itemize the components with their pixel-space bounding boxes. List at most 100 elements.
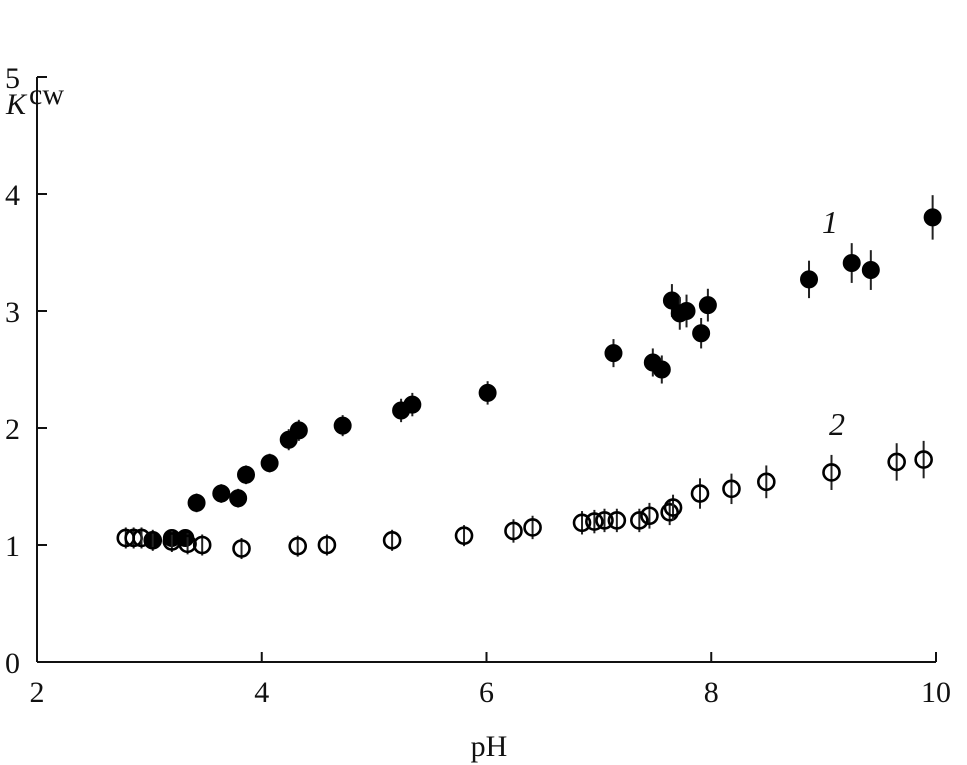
data-point xyxy=(800,270,819,289)
series-2-point xyxy=(143,529,163,551)
series-2-point xyxy=(572,511,592,535)
data-point xyxy=(595,511,614,530)
data-point xyxy=(382,531,402,550)
data-point xyxy=(229,489,248,508)
series-2-point xyxy=(630,508,649,533)
series-2-label: 2 xyxy=(829,406,845,442)
series-1-point xyxy=(403,392,422,417)
y-axis-label-superscript: cw xyxy=(29,78,64,111)
x-tick-label: 4 xyxy=(254,676,269,709)
series-2-point xyxy=(822,454,841,491)
series-2-point xyxy=(382,529,402,551)
series-2-point xyxy=(660,499,679,526)
series-2-point xyxy=(607,508,627,533)
x-axis-label: pH xyxy=(471,730,508,763)
data-point xyxy=(722,479,741,499)
series-1-point xyxy=(260,453,279,473)
data-point xyxy=(677,302,696,320)
data-point xyxy=(132,528,151,548)
series-2-point xyxy=(585,509,604,534)
data-point xyxy=(403,395,422,414)
series-1-point xyxy=(842,243,861,283)
data-point xyxy=(143,531,163,550)
series-1-point xyxy=(652,355,671,384)
data-point xyxy=(317,535,337,555)
data-point xyxy=(914,450,933,469)
x-tick-label: 10 xyxy=(921,676,951,709)
x-tick-label: 2 xyxy=(30,676,45,709)
series-2-point xyxy=(914,440,933,479)
series-1-point xyxy=(237,465,256,485)
series-2-point xyxy=(757,465,776,499)
series-2-point xyxy=(192,534,212,556)
data-point xyxy=(572,513,592,533)
series-1-point xyxy=(289,419,308,441)
data-point xyxy=(478,383,497,402)
y-tick-label: 1 xyxy=(5,530,20,563)
y-axis-label: K xyxy=(5,88,28,121)
y-tick-label: 5 xyxy=(5,62,20,95)
series-2-point xyxy=(232,537,251,560)
series-1-point xyxy=(212,484,231,503)
series-2-point xyxy=(132,527,151,549)
data-point xyxy=(692,324,711,343)
series-2-point xyxy=(454,525,474,547)
series-1-point xyxy=(333,415,352,437)
y-tick-label: 4 xyxy=(5,179,20,212)
y-tick-label: 2 xyxy=(5,413,20,446)
x-tick-label: 8 xyxy=(704,676,719,709)
data-point xyxy=(842,254,861,273)
series-1-point xyxy=(677,294,696,328)
data-point xyxy=(260,454,279,473)
data-point xyxy=(187,493,206,512)
series-2-point xyxy=(504,519,523,543)
data-point xyxy=(333,416,352,435)
data-point xyxy=(523,518,542,537)
data-point xyxy=(690,484,710,503)
series-1-point xyxy=(229,488,248,508)
series-1-point xyxy=(923,195,942,240)
data-point xyxy=(822,463,841,482)
data-point xyxy=(288,536,308,556)
series-1-label: 1 xyxy=(822,204,838,240)
data-point xyxy=(604,344,623,363)
series-2-point xyxy=(640,502,659,529)
data-point xyxy=(212,484,231,503)
series-1-point xyxy=(478,381,497,405)
data-point xyxy=(663,498,683,517)
data-point xyxy=(640,506,659,526)
axes: 2 4 6 8 10 0 1 2 3 4 5 xyxy=(5,62,951,709)
data-point xyxy=(454,526,474,545)
data-point xyxy=(607,511,627,530)
data-point xyxy=(192,535,212,555)
series-2-point xyxy=(288,535,308,557)
series-2-point xyxy=(317,534,337,556)
y-tick-label: 0 xyxy=(5,647,20,680)
data-point xyxy=(585,512,604,531)
data-point xyxy=(232,539,251,558)
series-1-point xyxy=(692,318,711,349)
series-1-point xyxy=(861,250,880,290)
series-2-point xyxy=(690,478,710,509)
series-1-point xyxy=(800,260,819,299)
data-point xyxy=(757,472,776,492)
data-point xyxy=(923,208,942,227)
data-point xyxy=(887,452,906,472)
series-2-point xyxy=(523,515,542,540)
data-point xyxy=(698,296,717,315)
data-point xyxy=(504,521,523,541)
series-2-point xyxy=(595,508,614,533)
data-point xyxy=(660,502,679,522)
data-point xyxy=(861,261,880,280)
data-marks xyxy=(116,195,942,560)
y-tick-label: 3 xyxy=(5,296,20,329)
data-point xyxy=(630,511,649,530)
data-point xyxy=(652,360,671,379)
series-1-point xyxy=(187,493,206,513)
series-2-point xyxy=(887,443,906,481)
series-2-point xyxy=(663,494,683,521)
data-point xyxy=(237,465,256,484)
series-2-point xyxy=(722,473,741,505)
data-point xyxy=(289,421,308,440)
